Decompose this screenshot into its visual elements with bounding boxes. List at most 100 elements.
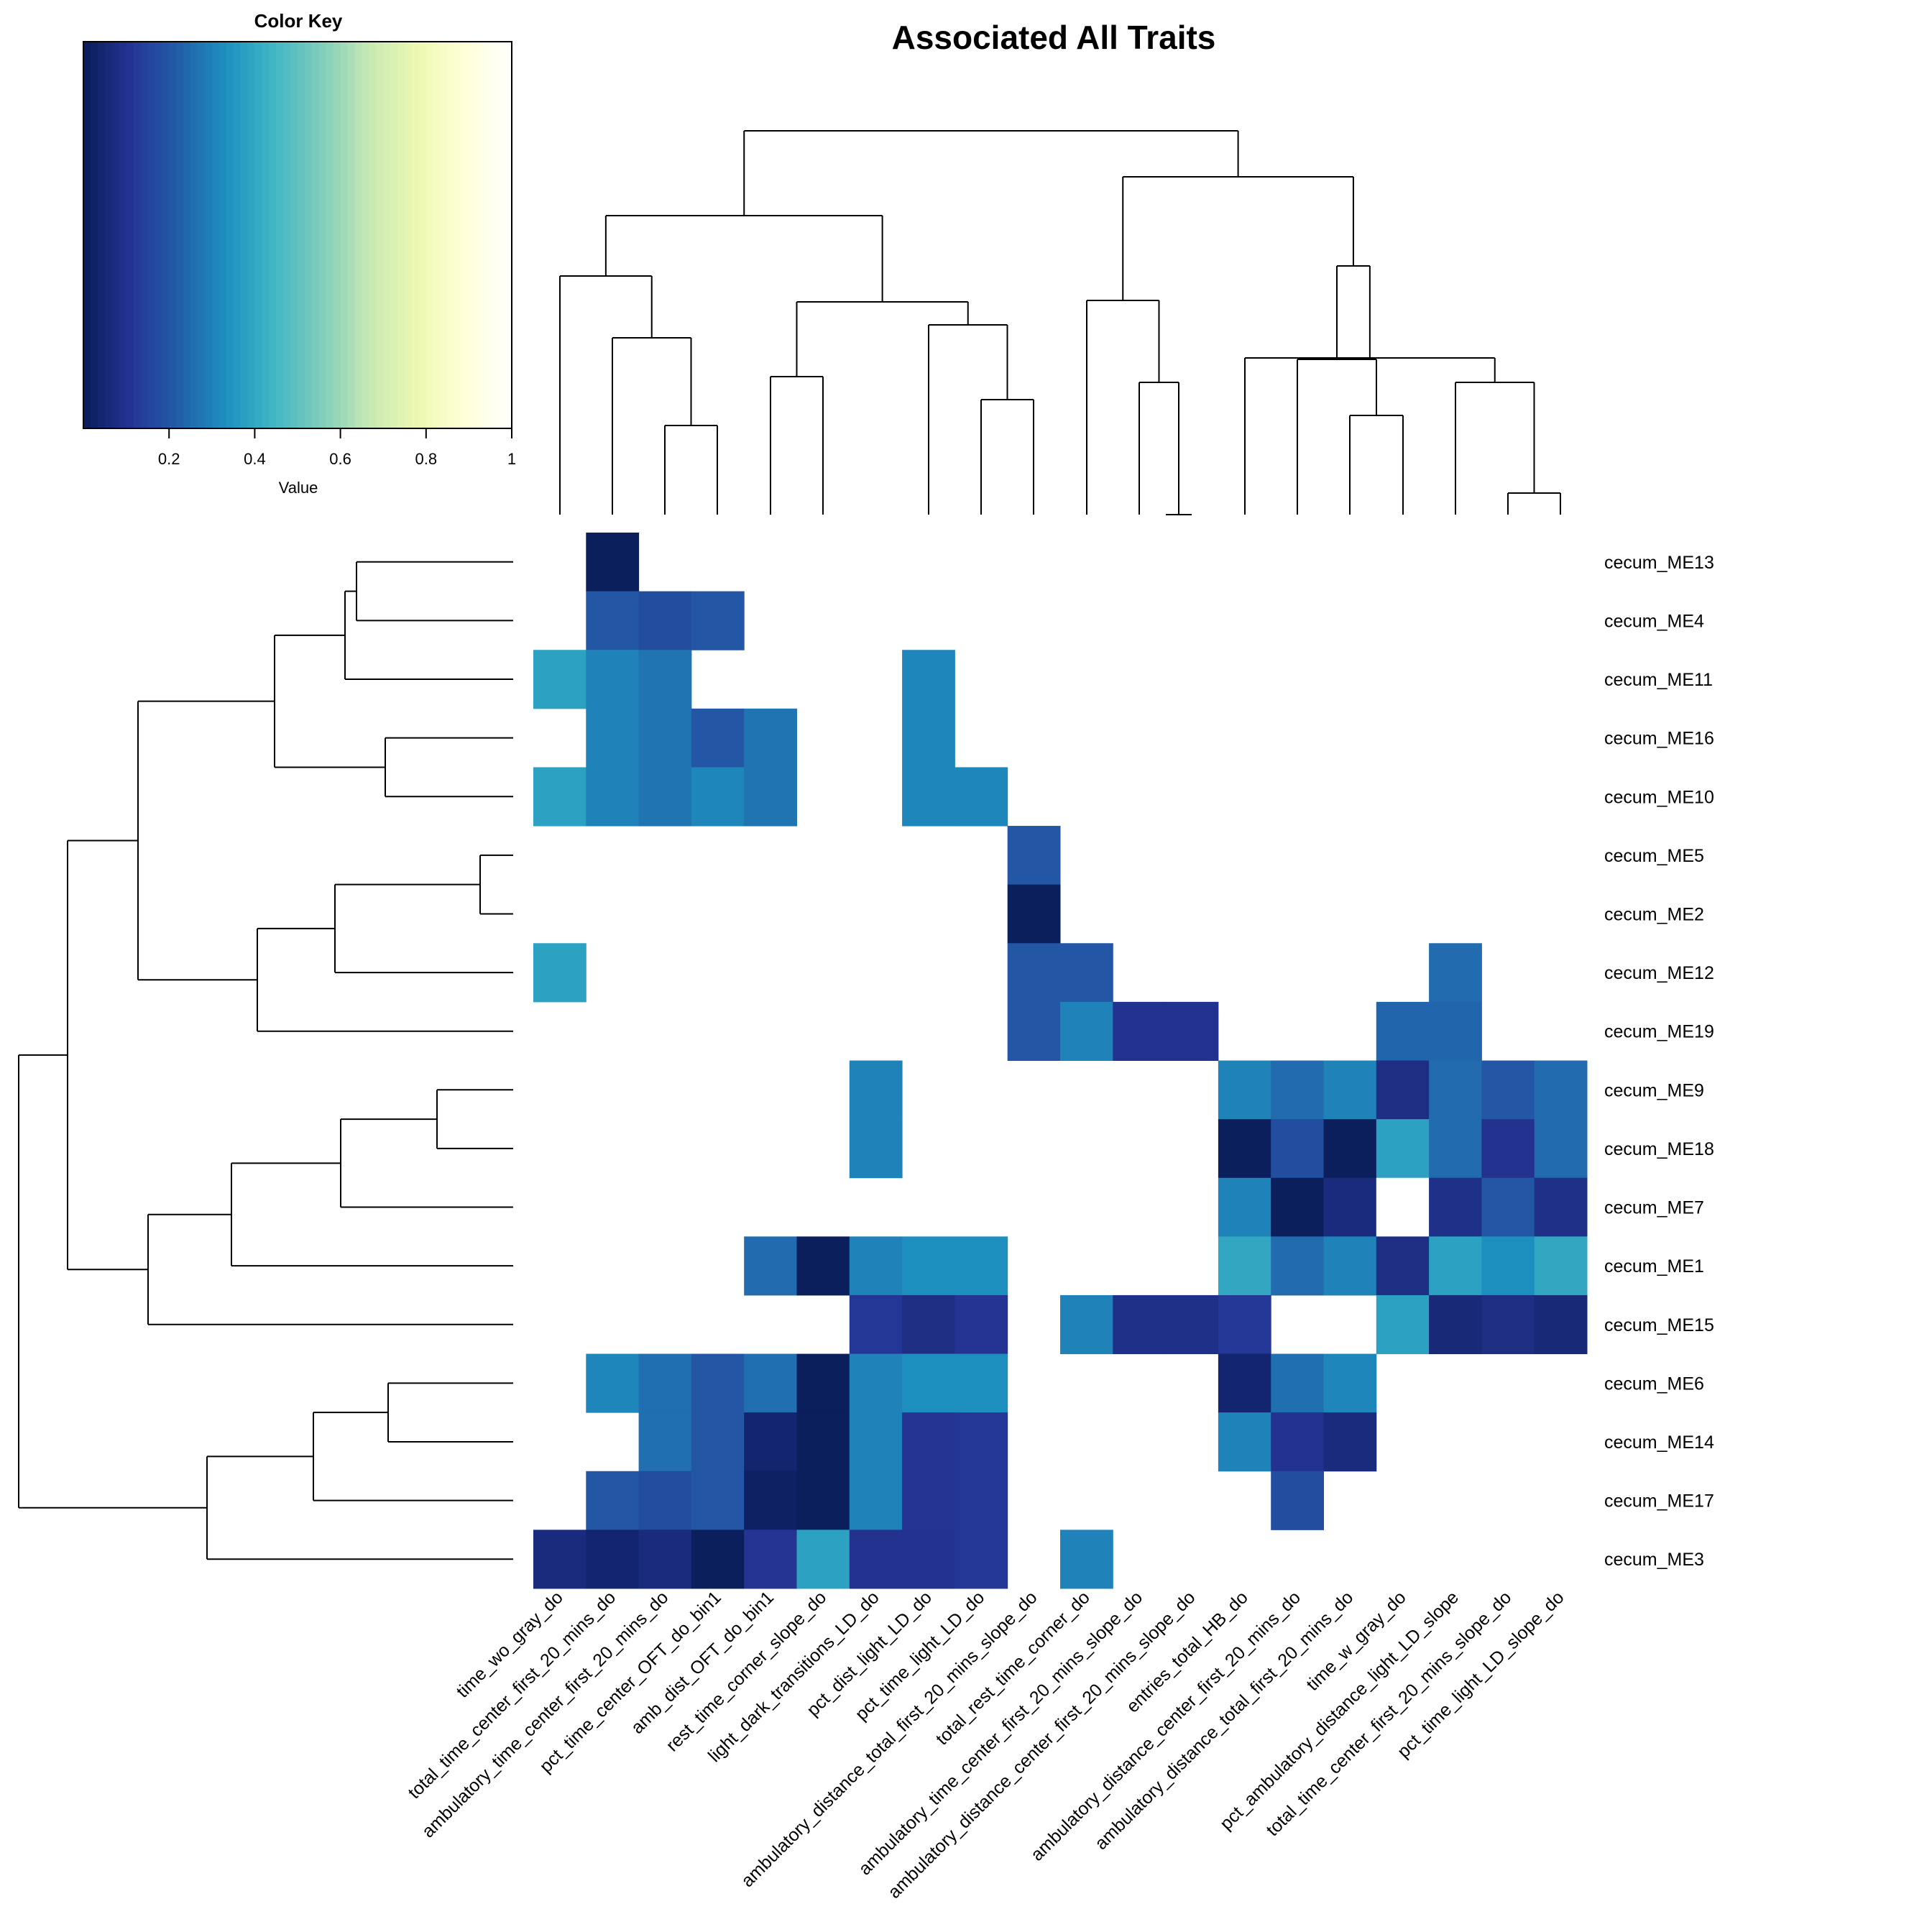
heatmap-cell bbox=[638, 650, 692, 709]
color-key-band bbox=[190, 42, 198, 428]
color-key-band bbox=[505, 42, 512, 428]
color-key-xlabel: Value bbox=[279, 479, 318, 497]
color-key-band bbox=[254, 42, 262, 428]
heatmap-cell bbox=[638, 591, 692, 650]
color-key-band bbox=[226, 42, 234, 428]
heatmap-cell bbox=[638, 1353, 692, 1413]
heatmap-cell bbox=[954, 1353, 1008, 1413]
heatmap-cell bbox=[638, 1412, 692, 1472]
heatmap-cell bbox=[954, 1236, 1008, 1296]
color-key-band bbox=[433, 42, 441, 428]
heatmap-cell bbox=[1481, 1060, 1535, 1120]
color-key-band bbox=[262, 42, 270, 428]
heatmap-cell bbox=[849, 1236, 903, 1296]
heatmap-cell bbox=[1060, 1001, 1113, 1061]
heatmap-cell bbox=[1113, 1001, 1167, 1061]
color-key-band bbox=[183, 42, 191, 428]
color-key-band bbox=[447, 42, 456, 428]
color-key-band bbox=[269, 42, 277, 428]
color-key-band bbox=[440, 42, 448, 428]
row-label: cecum_ME15 bbox=[1604, 1315, 1714, 1335]
color-key-band bbox=[204, 42, 213, 428]
color-key-band bbox=[411, 42, 420, 428]
heatmap-cell bbox=[691, 708, 745, 768]
color-key-band bbox=[162, 42, 170, 428]
heatmap-cell bbox=[1429, 1060, 1482, 1120]
heatmap-cell bbox=[1429, 1001, 1482, 1061]
heatmap-cell bbox=[1271, 1471, 1324, 1530]
row-label: cecum_ME14 bbox=[1604, 1432, 1714, 1453]
heatmap-cell bbox=[1481, 1294, 1535, 1355]
heatmap-cell bbox=[744, 1471, 797, 1530]
heatmap-cell bbox=[902, 767, 955, 827]
heatmap-cell bbox=[954, 1471, 1008, 1530]
heatmap-cell bbox=[586, 1353, 640, 1413]
heatmap-cell bbox=[1481, 1119, 1535, 1179]
heatmap-cell bbox=[1323, 1119, 1377, 1179]
heatmap-cell bbox=[1376, 1236, 1430, 1296]
color-key-tick-label: 0.8 bbox=[415, 450, 438, 468]
color-key-band bbox=[197, 42, 206, 428]
heatmap-cell bbox=[1271, 1177, 1324, 1237]
color-key-band bbox=[283, 42, 291, 428]
heatmap-cell bbox=[1323, 1060, 1377, 1120]
heatmap-cell bbox=[1007, 1001, 1061, 1061]
heatmap-cell bbox=[1271, 1236, 1324, 1296]
color-key-band bbox=[155, 42, 162, 428]
heatmap-cell bbox=[902, 1530, 955, 1589]
row-label: cecum_ME16 bbox=[1604, 729, 1714, 749]
heatmap-cell bbox=[691, 767, 745, 827]
column-labels: time_wo_gray_dototal_time_center_first_2… bbox=[404, 1587, 1568, 1902]
color-key-band bbox=[476, 42, 484, 428]
color-key-band bbox=[469, 42, 477, 428]
color-key-band bbox=[104, 42, 113, 428]
color-key-band bbox=[333, 42, 341, 428]
heatmap-cell bbox=[1165, 1294, 1219, 1355]
color-key-band bbox=[497, 42, 505, 428]
heatmap-cell bbox=[744, 1530, 797, 1589]
color-key-band bbox=[383, 42, 391, 428]
heatmap-cell bbox=[1534, 1060, 1588, 1120]
heatmap-cell bbox=[796, 1471, 850, 1530]
color-key-band bbox=[369, 42, 377, 428]
color-key-frame bbox=[83, 41, 512, 429]
heatmap-cell bbox=[691, 1353, 745, 1413]
color-key-band bbox=[304, 42, 313, 428]
heatmap-cell bbox=[796, 1236, 850, 1296]
heatmap-cell bbox=[744, 767, 797, 827]
heatmap-cell bbox=[1534, 1294, 1588, 1355]
heatmap-cell bbox=[1534, 1236, 1588, 1296]
color-key-band bbox=[326, 42, 334, 428]
heatmap-cell bbox=[1271, 1353, 1324, 1413]
heatmap-cell bbox=[954, 1530, 1008, 1589]
row-label: cecum_ME6 bbox=[1604, 1374, 1704, 1394]
color-key-band bbox=[211, 42, 220, 428]
color-key-band bbox=[240, 42, 249, 428]
heatmap-cell bbox=[902, 708, 955, 768]
heatmap-cell bbox=[902, 1471, 955, 1530]
color-key-band bbox=[461, 42, 469, 428]
color-key-axis: 0.2 0.4 0.6 0.8 1 bbox=[158, 428, 516, 468]
column-dendrogram bbox=[559, 130, 1561, 515]
heatmap-cell bbox=[1060, 1294, 1113, 1355]
row-label: cecum_ME1 bbox=[1604, 1256, 1704, 1276]
row-label: cecum_ME12 bbox=[1604, 963, 1714, 983]
heatmap-cell bbox=[954, 1412, 1008, 1472]
heatmap-cell bbox=[902, 1412, 955, 1472]
color-key-tick-label: 0.6 bbox=[329, 450, 351, 468]
heatmap-cell bbox=[586, 1471, 640, 1530]
heatmap-cell bbox=[1534, 1177, 1588, 1237]
heatmap-cell bbox=[586, 591, 640, 650]
color-key-band bbox=[233, 42, 242, 428]
color-key-band bbox=[362, 42, 369, 428]
heatmap-cell bbox=[1165, 1001, 1219, 1061]
column-label: total_time_center_first_20_mins_slope_do bbox=[1262, 1587, 1515, 1840]
heatmap-cell bbox=[954, 767, 1008, 827]
heatmap-cell bbox=[849, 1060, 903, 1120]
heatmap-cell bbox=[638, 1471, 692, 1530]
heatmap-cell bbox=[1218, 1119, 1271, 1179]
heatmap-cell bbox=[1376, 1294, 1430, 1355]
column-label: ambulatory_time_center_first_20_mins_do bbox=[418, 1587, 673, 1841]
color-key-band bbox=[390, 42, 398, 428]
heatmap-cell bbox=[744, 708, 797, 768]
